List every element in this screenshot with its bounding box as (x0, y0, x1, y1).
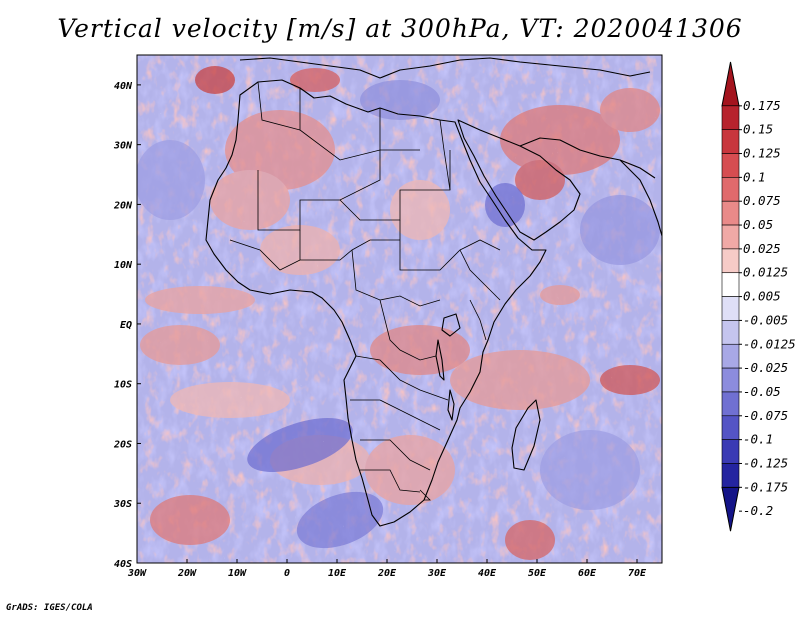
lake-tanganyika (435, 339, 445, 381)
colorbar-segment (721, 415, 740, 440)
y-tick-label: 30N (113, 141, 133, 152)
colorbar-label: 0.025 (743, 241, 781, 256)
colorbar-top-triangle (721, 61, 740, 107)
y-tick-label: 10N (114, 260, 133, 271)
lake-malawi (447, 389, 455, 421)
colorbar-segment (721, 296, 740, 321)
x-tick-label: 40E (478, 568, 497, 579)
velocity-field (137, 55, 662, 563)
map-title: Vertical velocity [m/s] at 300hPa, VT: 2… (57, 14, 743, 43)
y-tick-label: 30S (113, 499, 132, 510)
colorbar-label: -0.005 (743, 312, 788, 327)
colorbar-segment (721, 224, 740, 250)
x-tick-label: 20W (177, 568, 197, 579)
colorbar-segment (721, 367, 740, 393)
colorbar-label: 0.15 (743, 122, 773, 137)
y-tick-label: EQ (120, 320, 132, 331)
persian-gulf (519, 137, 656, 179)
x-tick-label: 30E (427, 568, 447, 579)
x-tick-label: 30W (127, 568, 147, 579)
colorbar-segment (721, 177, 740, 202)
colorbar: 0.175 0.15 0.125 0.1 0.075 0.05 0.025 0.0125 0.0… (721, 61, 796, 532)
y-tick-label: 40N (114, 81, 133, 92)
y-tick-label: 10S (114, 380, 132, 391)
colorbar-label: 0.125 (743, 146, 781, 161)
y-tick-label: 20N (113, 200, 133, 211)
colorbar-label: -0.1 (743, 432, 773, 447)
grads-credit: GrADS: IGES/COLA (6, 603, 93, 613)
x-axis: 30W 20W 10W 0 10E 20E 30E 40E 50E 60E 70E (127, 559, 647, 579)
colorbar-label: 0.1 (743, 169, 766, 184)
colorbar-label: 0.005 (743, 289, 781, 304)
colorbar-label: -0.075 (743, 408, 788, 423)
colorbar-segment (721, 153, 740, 178)
colorbar-label: 0.0125 (743, 265, 788, 280)
colorbar-segment (721, 200, 740, 226)
colorbar-segment (721, 248, 740, 274)
coastlines (205, 57, 662, 527)
colorbar-label: 0.075 (743, 193, 781, 208)
plot-frame (136, 54, 663, 564)
colorbar-segment (721, 129, 740, 154)
colorbar-segment (721, 391, 740, 417)
x-tick-label: 0 (284, 568, 290, 579)
y-axis: 40N 30N 20N 10N EQ 10S 20S 30S 40S (113, 81, 141, 570)
lake-victoria (441, 313, 461, 337)
country-borders (229, 81, 501, 501)
colorbar-label: 0.175 (743, 98, 781, 113)
colorbar-segment (721, 105, 740, 130)
colorbar-label: -0.2 (743, 503, 773, 518)
colorbar-label: -0.05 (743, 384, 781, 399)
colorbar-label: -0.175 (743, 479, 788, 494)
colorbar-label: -0.125 (743, 455, 788, 470)
x-tick-label: 20E (377, 568, 397, 579)
colorbar-segment (721, 272, 740, 297)
colorbar-bottom-triangle (721, 486, 740, 532)
x-tick-label: 10W (228, 568, 247, 579)
x-tick-label: 70E (628, 568, 647, 579)
y-tick-label: 20S (113, 439, 132, 450)
x-tick-label: 10E (328, 568, 347, 579)
colorbar-label: -0.0125 (743, 336, 796, 351)
madagascar (511, 399, 541, 471)
x-tick-label: 50E (528, 568, 547, 579)
colorbar-label: -0.025 (743, 360, 788, 375)
x-tick-label: 60E (578, 568, 597, 579)
mediterranean-europe (239, 57, 651, 79)
colorbar-segment (721, 343, 740, 369)
colorbar-segment (721, 320, 740, 345)
colorbar-segment (721, 439, 740, 464)
india-west (619, 159, 662, 237)
colorbar-segment (721, 463, 740, 488)
colorbar-label: 0.05 (743, 217, 773, 232)
field-speckle (137, 55, 662, 563)
y-tick-label: 40S (114, 559, 132, 570)
africa-coastline (205, 79, 547, 527)
